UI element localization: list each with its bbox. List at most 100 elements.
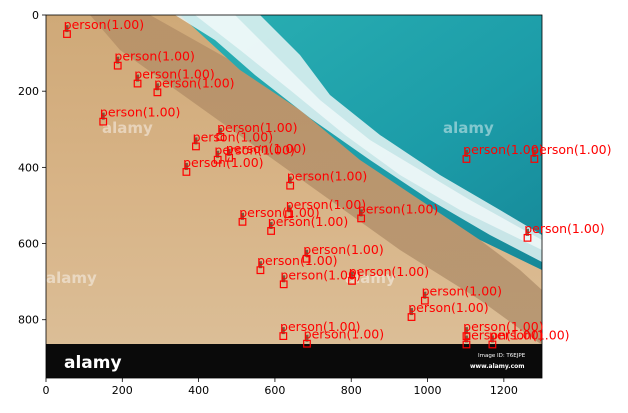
detection-box-6 — [192, 142, 200, 151]
detection-box-3 — [153, 88, 162, 97]
detection-box-12 — [238, 217, 247, 226]
detection-box-26 — [462, 332, 471, 341]
detection-box-7 — [225, 153, 234, 162]
detection-box-20 — [279, 280, 288, 289]
person-figure-14 — [359, 209, 363, 217]
detection-box-2 — [133, 79, 142, 88]
people-figures — [65, 25, 536, 343]
detection-label-21: person(1.00) — [349, 264, 429, 279]
detection-box-10 — [286, 181, 295, 190]
y-tick-label-1: 200 — [18, 85, 39, 98]
y-tick-label-0: 0 — [32, 9, 39, 22]
person-figure-17 — [526, 228, 530, 236]
photo: alamy Image ID: T6EJPE www.alamy.com ala… — [46, 15, 542, 378]
detection-label-13: person(1.00) — [268, 214, 348, 229]
person-figure-2 — [136, 74, 140, 82]
person-figure-3 — [155, 83, 159, 91]
detection-box-5 — [216, 132, 225, 141]
detection-label-10: person(1.00) — [287, 169, 367, 184]
person-figure-9 — [184, 162, 188, 170]
wet-sand — [90, 15, 542, 345]
person-figure-23 — [410, 308, 414, 316]
person-figure-20 — [282, 275, 286, 283]
person-figure-21 — [350, 271, 354, 279]
detection-label-4: person(1.00) — [100, 105, 180, 120]
footer-url: www.alamy.com — [470, 363, 525, 370]
person-figure-28 — [490, 335, 494, 343]
footer-bar — [46, 344, 542, 378]
x-axis: 0 200 400 600 800 1000 1200 — [43, 378, 518, 397]
detection-label-24: person(1.00) — [280, 319, 360, 334]
watermark-1: alamy — [102, 119, 153, 137]
detection-label-23: person(1.00) — [408, 300, 488, 315]
detection-label-19: person(1.00) — [257, 253, 337, 268]
detection-label-8: person(1.00) — [214, 143, 294, 158]
detection-box-4 — [99, 117, 108, 126]
person-figure-8 — [216, 150, 220, 158]
detection-box-23 — [407, 313, 416, 321]
detection-box-0 — [63, 30, 71, 38]
y-tick-label-2: 400 — [18, 161, 39, 174]
person-figure-5 — [218, 127, 222, 135]
person-figure-12 — [240, 212, 244, 220]
detection-label-18: person(1.00) — [303, 242, 383, 257]
person-figure-6 — [194, 137, 198, 145]
detection-box-1 — [113, 61, 122, 70]
detection-label-14: person(1.00) — [358, 201, 438, 216]
detection-box-8 — [213, 155, 222, 164]
detection-label-0: person(1.00) — [64, 17, 144, 32]
detection-box-11 — [285, 210, 293, 219]
person-figure-25 — [305, 334, 309, 342]
detection-box-16 — [530, 155, 539, 163]
detection-label-25: person(1.00) — [304, 327, 384, 342]
detection-box-17 — [523, 233, 532, 242]
person-figure-24 — [281, 327, 285, 335]
detection-label-28: person(1.00) — [489, 327, 569, 342]
person-figure-11 — [287, 205, 291, 213]
detection-label-3: person(1.00) — [154, 75, 234, 90]
detection-box-18 — [302, 254, 311, 263]
watermark-2: alamy — [443, 119, 494, 137]
detection-box-28 — [488, 340, 497, 349]
x-tick-label-3: 600 — [264, 384, 285, 397]
detection-box-22 — [420, 296, 429, 305]
x-tick-label-5: 1000 — [414, 384, 442, 397]
x-tick-label-6: 1200 — [490, 384, 518, 397]
person-figure-13 — [269, 221, 273, 229]
x-tick-label-2: 400 — [188, 384, 209, 397]
person-figure-22 — [423, 291, 427, 299]
detection-box-25 — [303, 339, 311, 348]
detection-label-6: person(1.00) — [193, 129, 273, 144]
detection-label-9: person(1.00) — [183, 155, 263, 170]
person-figure-4 — [101, 112, 105, 120]
person-figure-16 — [532, 149, 536, 157]
x-tick-label-4: 800 — [341, 384, 362, 397]
detection-label-1: person(1.00) — [114, 49, 194, 64]
detection-label-16: person(1.00) — [531, 142, 611, 157]
person-figure-0 — [65, 25, 69, 33]
axes-frame — [45, 14, 543, 379]
person-figure-19 — [258, 261, 262, 269]
detection-label-22: person(1.00) — [422, 284, 502, 299]
footer-brand: alamy — [64, 353, 122, 373]
watermark-4: alamy — [345, 269, 396, 287]
detection-label-17: person(1.00) — [524, 221, 604, 236]
detection-label-11: person(1.00) — [286, 197, 366, 212]
person-figure-15 — [464, 149, 468, 157]
detection-label-27: person(1.00) — [463, 327, 543, 342]
detection-label-26: person(1.00) — [463, 319, 543, 334]
person-figure-7 — [227, 148, 231, 156]
detection-box-9 — [182, 168, 191, 176]
x-tick-label-0: 0 — [43, 384, 50, 397]
person-figure-10 — [288, 176, 292, 184]
detection-box-15 — [462, 155, 471, 163]
watermark-3: alamy — [46, 269, 97, 287]
detection-box-27 — [462, 340, 471, 349]
detection-label-12: person(1.00) — [239, 205, 319, 220]
detection-box-24 — [279, 332, 288, 341]
x-tick-label-1: 200 — [112, 384, 133, 397]
y-tick-label-4: 800 — [18, 314, 39, 327]
person-figure-1 — [116, 56, 120, 64]
detection-box-13 — [267, 227, 276, 235]
